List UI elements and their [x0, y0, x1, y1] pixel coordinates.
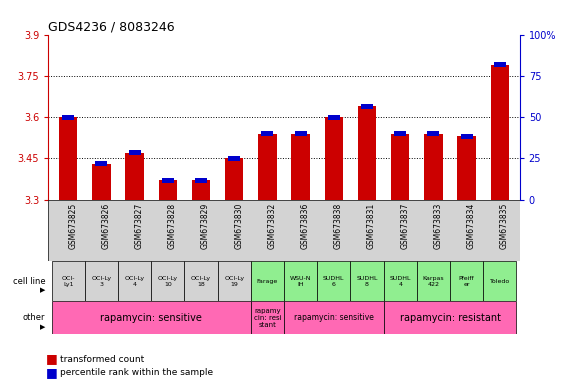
Bar [394, 131, 406, 136]
Text: OCI-Ly
3: OCI-Ly 3 [91, 276, 111, 287]
Bar [358, 106, 376, 200]
Bar [52, 301, 251, 334]
Bar [261, 131, 273, 136]
Bar [95, 161, 107, 166]
Bar [461, 134, 473, 139]
Bar [195, 178, 207, 183]
Text: GSM673825: GSM673825 [68, 203, 77, 249]
Text: transformed count: transformed count [60, 354, 144, 364]
Bar [361, 104, 373, 109]
Bar [251, 261, 284, 301]
Bar [192, 180, 210, 200]
Text: rapamycin: resistant: rapamycin: resistant [399, 313, 500, 323]
Bar [491, 65, 509, 200]
Bar [92, 164, 111, 200]
Text: SUDHL
4: SUDHL 4 [390, 276, 411, 287]
Bar [424, 134, 442, 200]
Bar [85, 261, 118, 301]
Text: GSM673831: GSM673831 [367, 203, 376, 249]
Bar [151, 261, 185, 301]
Bar [328, 115, 340, 119]
Text: GSM673837: GSM673837 [400, 203, 409, 249]
Bar [428, 131, 439, 136]
Text: OCI-Ly
4: OCI-Ly 4 [124, 276, 145, 287]
Text: GSM673836: GSM673836 [300, 203, 310, 249]
Bar [284, 301, 383, 334]
Text: rapamycin: sensitive: rapamycin: sensitive [101, 313, 202, 323]
Text: ■: ■ [45, 366, 57, 379]
Text: GSM673829: GSM673829 [201, 203, 210, 249]
Text: OCI-Ly
10: OCI-Ly 10 [158, 276, 178, 287]
Bar [158, 180, 177, 200]
Bar [350, 261, 383, 301]
Text: GDS4236 / 8083246: GDS4236 / 8083246 [48, 20, 175, 33]
Text: GSM673828: GSM673828 [168, 203, 177, 249]
Text: GSM673834: GSM673834 [466, 203, 475, 249]
Bar [162, 178, 174, 183]
Bar [291, 134, 310, 200]
Bar [325, 117, 343, 200]
Text: GSM673838: GSM673838 [334, 203, 343, 249]
Bar [218, 261, 251, 301]
Text: SUDHL
6: SUDHL 6 [323, 276, 345, 287]
Text: GSM673835: GSM673835 [500, 203, 509, 249]
Bar [383, 261, 417, 301]
Text: ▶: ▶ [40, 324, 45, 330]
Bar [295, 131, 307, 136]
Text: GSM673830: GSM673830 [234, 203, 243, 249]
Text: GSM673832: GSM673832 [268, 203, 277, 249]
Text: rapamy
cin: resi
stant: rapamy cin: resi stant [253, 308, 281, 328]
Bar [417, 261, 450, 301]
Text: SUDHL
8: SUDHL 8 [356, 276, 378, 287]
Bar [129, 151, 140, 156]
Text: other: other [23, 313, 45, 322]
Text: GSM673826: GSM673826 [102, 203, 110, 249]
Bar [59, 117, 77, 200]
Text: rapamycin: sensitive: rapamycin: sensitive [294, 313, 374, 322]
Bar [317, 261, 350, 301]
Text: GSM673827: GSM673827 [135, 203, 144, 249]
Bar [118, 261, 151, 301]
Bar [126, 153, 144, 200]
Text: Toledo: Toledo [490, 279, 510, 284]
Text: Pfeiff
er: Pfeiff er [459, 276, 474, 287]
Bar [185, 261, 218, 301]
Text: GSM673833: GSM673833 [433, 203, 442, 249]
Text: OCI-Ly
18: OCI-Ly 18 [191, 276, 211, 287]
Bar [284, 261, 317, 301]
Bar [383, 301, 516, 334]
Bar [225, 158, 243, 200]
Bar [457, 136, 476, 200]
Text: percentile rank within the sample: percentile rank within the sample [60, 368, 213, 377]
Text: ■: ■ [45, 353, 57, 366]
Text: Karpas
422: Karpas 422 [423, 276, 444, 287]
Text: OCI-
Ly1: OCI- Ly1 [61, 276, 75, 287]
Bar [251, 301, 284, 334]
Bar [391, 134, 410, 200]
Bar [450, 261, 483, 301]
Bar [48, 200, 520, 261]
Bar [258, 134, 277, 200]
Text: Farage: Farage [257, 279, 278, 284]
Bar [52, 261, 85, 301]
Bar [228, 156, 240, 161]
Text: ▶: ▶ [40, 287, 45, 293]
Text: cell line: cell line [13, 277, 45, 286]
Bar [62, 115, 74, 119]
Text: OCI-Ly
19: OCI-Ly 19 [224, 276, 244, 287]
Text: WSU-N
IH: WSU-N IH [290, 276, 311, 287]
Bar [494, 62, 506, 67]
Bar [483, 261, 516, 301]
